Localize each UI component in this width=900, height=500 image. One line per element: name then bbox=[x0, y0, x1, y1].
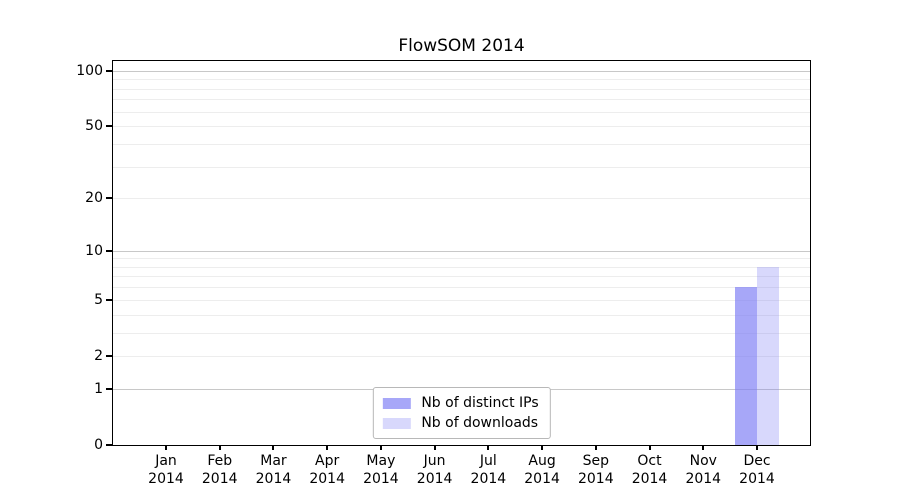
x-tick-month: May bbox=[366, 453, 396, 469]
y-tick-mark bbox=[106, 387, 112, 390]
x-tick-month: Sep bbox=[582, 453, 610, 469]
x-tick-label: Aug 2014 bbox=[524, 452, 560, 488]
gridline-minor bbox=[113, 287, 810, 289]
gridline-minor bbox=[113, 79, 810, 81]
x-tick-month: Jun bbox=[423, 453, 446, 469]
x-tick-mark bbox=[702, 445, 705, 450]
gridline-major bbox=[113, 250, 810, 252]
x-tick-month: Aug bbox=[528, 453, 556, 469]
gridline-minor bbox=[113, 166, 810, 168]
x-tick-month: Nov bbox=[689, 453, 717, 469]
x-tick-mark bbox=[487, 445, 490, 450]
legend-swatch bbox=[382, 397, 411, 409]
x-tick-label: Dec 2014 bbox=[739, 452, 775, 488]
x-tick-mark bbox=[218, 445, 221, 450]
x-tick-year: 2014 bbox=[363, 471, 399, 487]
x-tick-mark bbox=[594, 445, 597, 450]
y-tick-mark bbox=[106, 298, 112, 301]
y-tick-label: 0 bbox=[94, 437, 103, 453]
bar-nb-of-downloads bbox=[757, 266, 779, 445]
y-tick-mark bbox=[106, 354, 112, 357]
x-tick-month: Feb bbox=[207, 453, 233, 469]
x-tick-month: Jul bbox=[479, 453, 497, 469]
gridline-minor bbox=[113, 314, 810, 316]
x-tick-mark bbox=[272, 445, 275, 450]
gridline-minor bbox=[113, 299, 810, 301]
x-tick-year: 2014 bbox=[309, 471, 345, 487]
x-tick-year: 2014 bbox=[416, 471, 453, 487]
y-tick-mark bbox=[106, 125, 112, 128]
y-tick-label: 1 bbox=[94, 380, 103, 397]
x-tick-year: 2014 bbox=[524, 471, 560, 487]
x-tick-mark bbox=[165, 445, 167, 450]
gridline-minor bbox=[113, 355, 810, 357]
x-tick-mark bbox=[433, 445, 436, 450]
x-tick-label: Oct 2014 bbox=[632, 452, 668, 488]
y-tick-label: 10 bbox=[85, 242, 103, 259]
x-tick-month: Oct bbox=[637, 453, 662, 469]
x-tick-label: Jan 2014 bbox=[148, 452, 184, 488]
x-tick-year: 2014 bbox=[470, 471, 507, 487]
x-tick-year: 2014 bbox=[631, 471, 668, 487]
x-tick-label: Feb 2014 bbox=[202, 452, 238, 488]
x-tick-mark bbox=[541, 445, 544, 450]
chart-title: FlowSOM 2014 bbox=[398, 36, 525, 56]
y-tick-label: 2 bbox=[94, 347, 103, 364]
gridline-minor bbox=[113, 266, 810, 268]
y-tick-label: 100 bbox=[76, 62, 103, 79]
gridline-minor bbox=[113, 88, 810, 90]
y-tick-mark bbox=[106, 444, 112, 446]
x-tick-year: 2014 bbox=[148, 471, 184, 487]
legend-row: Nb of distinct IPs bbox=[382, 395, 539, 411]
x-tick-mark bbox=[648, 445, 651, 450]
y-tick-mark bbox=[106, 197, 112, 200]
y-tick-label: 50 bbox=[85, 118, 103, 135]
x-tick-month: Jan bbox=[155, 453, 177, 469]
x-tick-year: 2014 bbox=[255, 471, 292, 487]
gridline-minor bbox=[113, 332, 810, 334]
x-tick-mark bbox=[326, 445, 329, 450]
y-tick-mark bbox=[106, 69, 112, 72]
x-tick-month: Apr bbox=[315, 453, 340, 469]
x-tick-mark bbox=[756, 445, 758, 450]
gridline-minor bbox=[113, 126, 810, 128]
plot-area: 0 1 2 5 10 20 50 100 Jan 2014 Feb 2014 Mar 2014 Apr 201… bbox=[76, 60, 811, 487]
x-tick-label: Mar 2014 bbox=[256, 452, 292, 488]
gridline-major bbox=[113, 70, 810, 72]
legend-swatch bbox=[382, 417, 411, 429]
bar-nb-of-distinct-ips bbox=[735, 287, 757, 445]
gridline-minor bbox=[113, 99, 810, 101]
y-tick-mark bbox=[106, 249, 112, 252]
x-tick-year: 2014 bbox=[739, 471, 775, 487]
y-tick-label: 5 bbox=[94, 291, 103, 308]
gridline-minor bbox=[113, 111, 810, 113]
x-tick-label: Apr 2014 bbox=[309, 452, 345, 488]
x-tick-year: 2014 bbox=[201, 471, 238, 487]
legend-label: Nb of downloads bbox=[421, 415, 539, 431]
gridline-minor bbox=[113, 143, 810, 145]
y-tick-label: 20 bbox=[85, 190, 103, 207]
gridline-minor bbox=[113, 276, 810, 278]
gridline-minor bbox=[113, 258, 810, 260]
x-tick-month: Mar bbox=[260, 453, 287, 469]
x-tick-mark bbox=[379, 445, 382, 450]
x-tick-label: May 2014 bbox=[363, 452, 399, 488]
gridline-minor bbox=[113, 198, 810, 200]
legend-label: Nb of distinct IPs bbox=[421, 395, 539, 411]
legend-row: Nb of downloads bbox=[382, 415, 538, 431]
x-tick-label: Jul 2014 bbox=[471, 452, 507, 488]
x-tick-month: Dec bbox=[743, 453, 771, 469]
legend: Nb of distinct IPs Nb of downloads bbox=[372, 387, 551, 439]
x-tick-label: Jun 2014 bbox=[417, 452, 453, 488]
x-tick-label: Sep 2014 bbox=[578, 452, 614, 488]
x-tick-year: 2014 bbox=[577, 471, 614, 487]
x-tick-year: 2014 bbox=[685, 471, 722, 487]
x-tick-label: Nov 2014 bbox=[685, 452, 721, 488]
